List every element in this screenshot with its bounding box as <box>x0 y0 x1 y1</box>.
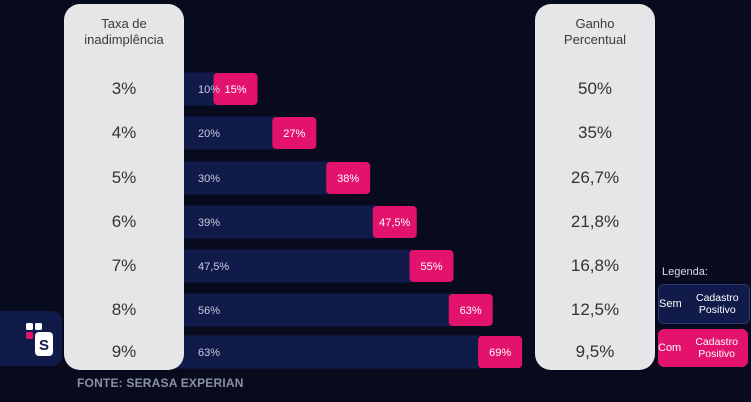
serasa-logo: S <box>0 311 62 366</box>
serasa-logo-icon: S <box>26 323 53 356</box>
legend-sem-bold: Sem <box>659 298 682 310</box>
percent-gain-value: 16,8% <box>570 256 620 275</box>
default-rate-value: 5% <box>111 168 137 187</box>
bar-com-cadastro <box>478 336 523 368</box>
percent-gain-value: 12,5% <box>570 300 620 319</box>
percent-gain-value: 26,7% <box>570 168 620 187</box>
bar-com-cadastro <box>272 117 317 149</box>
bar-sem-cadastro <box>174 72 220 106</box>
bar-sem-label: 10% <box>198 84 220 96</box>
svg-text:S: S <box>39 337 49 354</box>
legend-com-text: Cadastro Positivo <box>695 336 738 360</box>
bar-sem-cadastro <box>174 116 279 150</box>
bar-com-label: 15% <box>224 84 246 96</box>
bar-sem-cadastro <box>174 161 333 195</box>
bar-com-cadastro <box>448 294 493 326</box>
percent-gain-value: 35% <box>577 123 613 142</box>
bar-com-cadastro <box>372 206 417 238</box>
source-note: FONTE: SERASA EXPERIAN <box>77 376 244 390</box>
bar-com-label: 69% <box>489 347 511 359</box>
bar-sem-cadastro <box>174 335 485 369</box>
bar-com-cadastro <box>326 162 371 194</box>
bar-sem-cadastro <box>174 205 379 239</box>
legend-sem-cadastro: Sem Cadastro Positivo <box>658 284 750 324</box>
legend-title: Legenda: <box>662 266 708 278</box>
percent-gain-value: 21,8% <box>570 212 620 231</box>
percent-gain-column: Ganho Percentual 50% 35% 26,7% 21,8% 16,8% 12… <box>535 4 655 370</box>
default-rate-value: 3% <box>111 79 137 98</box>
default-rate-header: Taxa de inadimplência <box>84 16 164 47</box>
bar-com-label: 47,5% <box>379 217 410 229</box>
bar-com-label: 27% <box>283 128 305 140</box>
default-rate-value: 4% <box>111 123 137 142</box>
bar-sem-label: 30% <box>198 173 220 185</box>
bar-com-label: 63% <box>460 305 482 317</box>
legend-com-bold: Com <box>658 342 682 354</box>
bar-sem-label: 47,5% <box>198 261 229 273</box>
bar-sem-cadastro <box>174 293 455 327</box>
bar-com-label: 38% <box>337 173 359 185</box>
bar-com-label: 55% <box>420 261 442 273</box>
legend-com-cadastro: Com Cadastro Positivo <box>658 329 748 367</box>
bar-sem-label: 56% <box>198 305 220 317</box>
percent-gain-header: Ganho Percentual <box>563 16 627 47</box>
default-rate-value: 8% <box>111 300 137 319</box>
percent-gain-value: 50% <box>577 79 613 98</box>
bar-sem-label: 39% <box>198 217 220 229</box>
legend-sem-text: Cadastro Positivo <box>696 292 739 316</box>
default-rate-column: Taxa de inadimplência 3% 4% 5% 6% 7% 8% 9% <box>64 4 184 370</box>
percent-gain-value: 9,5% <box>575 342 615 361</box>
default-rate-value: 6% <box>111 212 137 231</box>
bar-com-cadastro <box>409 250 454 282</box>
bar-sem-cadastro <box>174 249 416 283</box>
default-rate-value: 7% <box>111 256 137 275</box>
bar-sem-label: 63% <box>198 347 220 359</box>
bar-sem-label: 20% <box>198 128 220 140</box>
default-rate-value: 9% <box>111 342 137 361</box>
bar-com-cadastro <box>213 73 258 105</box>
